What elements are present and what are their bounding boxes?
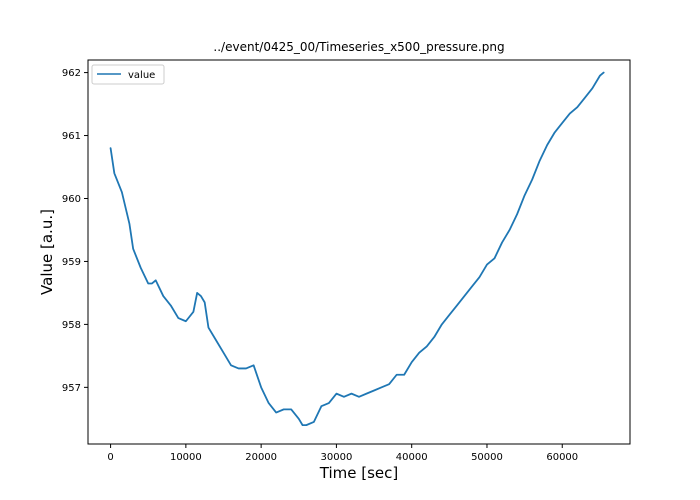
y-tick-label: 961 xyxy=(62,131,81,142)
x-tick-label: 30000 xyxy=(321,452,353,463)
plot-frame xyxy=(87,59,631,445)
x-tick-label: 20000 xyxy=(245,452,277,463)
y-tick-label: 957 xyxy=(62,383,81,394)
legend-label-value: value xyxy=(128,70,155,81)
x-tick-label: 0 xyxy=(107,452,113,463)
x-tick-label: 10000 xyxy=(170,452,202,463)
legend: value xyxy=(91,64,165,85)
y-tick-label: 959 xyxy=(62,257,81,268)
x-tick-label: 60000 xyxy=(546,452,578,463)
x-axis-label: Time [sec] xyxy=(319,464,398,482)
y-axis: 957 958 959 960 961 962 xyxy=(62,68,88,394)
chart-title: ../event/0425_00/Timeseries_x500_pressur… xyxy=(213,40,504,54)
y-tick-label: 960 xyxy=(62,194,81,205)
x-axis: 0 10000 20000 30000 40000 50000 60000 xyxy=(107,444,578,463)
y-tick-label: 958 xyxy=(62,320,81,331)
y-tick-label: 962 xyxy=(62,68,81,79)
y-axis-label: Value [a.u.] xyxy=(38,209,56,295)
x-tick-label: 50000 xyxy=(471,452,503,463)
plot-area xyxy=(88,60,630,444)
x-tick-label: 40000 xyxy=(396,452,428,463)
series-layer xyxy=(109,71,605,427)
legend-box xyxy=(91,64,165,85)
series-line-value xyxy=(109,71,605,427)
